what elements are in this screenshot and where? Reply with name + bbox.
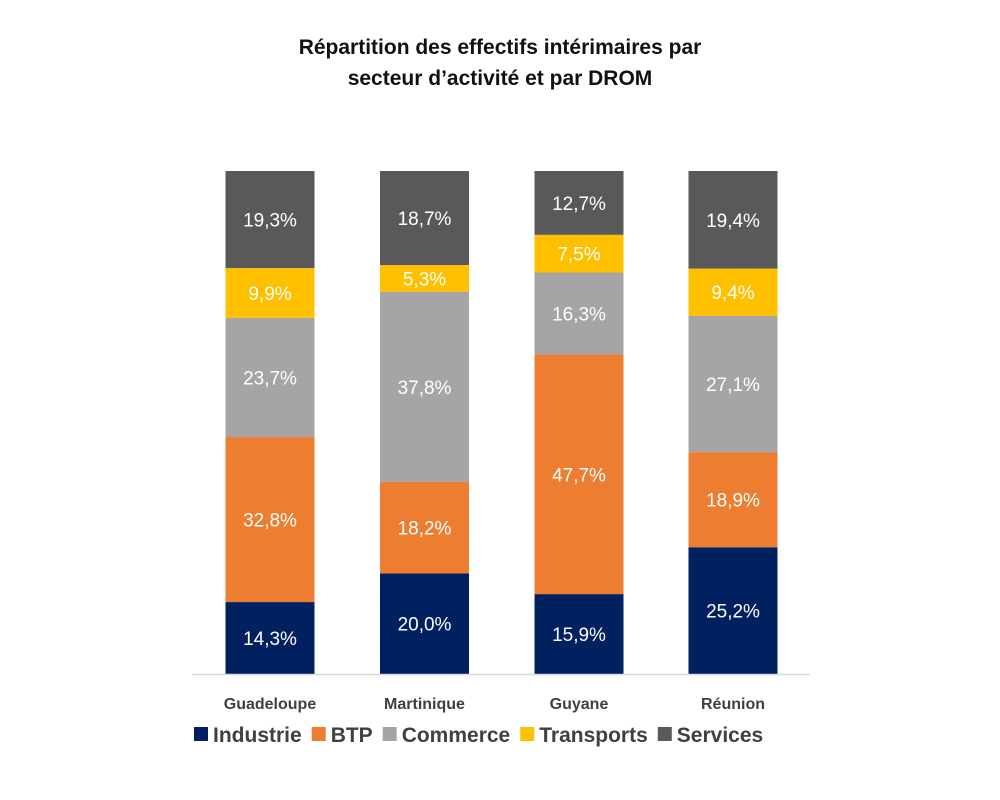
bar-segment-services [380,171,469,266]
legend-label-commerce: Commerce [402,724,511,747]
chart-title-line-2: secteur d’activité et par DROM [347,67,653,90]
data-label: 19,4% [706,211,760,232]
data-label: 18,9% [706,491,760,512]
bar-segment-btp [688,452,778,548]
bar-segment-btp [534,354,624,595]
data-label: 27,1% [706,375,760,396]
bar-segment-transports [380,265,469,292]
bar-segment-commerce [688,315,778,453]
legend-swatch-commerce [382,727,397,741]
legend-swatch-services [657,727,672,741]
legend-label-btp: BTP [331,724,373,747]
data-label: 16,3% [552,304,606,325]
data-label: 19,3% [243,211,297,232]
data-label: 47,7% [552,465,606,486]
bar-segment-services [534,171,624,235]
legend-label-transports: Transports [539,724,648,747]
legend-label-services: Services [677,724,763,747]
data-label: 32,8% [243,511,297,532]
data-label: 23,7% [243,368,297,389]
legend-swatch-transports [520,727,535,741]
bar-segment-services [688,171,778,269]
legend-label-industrie: Industrie [213,724,302,747]
data-label: 9,9% [248,284,291,305]
bar-segment-industrie [534,594,624,674]
bar-segment-services [225,171,315,269]
category-label: Guyane [550,696,609,713]
bar-segment-commerce [380,291,469,482]
bar-segment-btp [225,437,315,603]
bar-segment-industrie [225,602,315,674]
legend-swatch-industrie [194,727,208,741]
data-label: 37,8% [398,378,452,399]
category-label: Réunion [701,696,765,713]
data-label: 18,2% [398,519,452,540]
chart-title-line-1: Répartition des effectifs intérimaires p… [298,36,702,59]
bar-segment-industrie [380,573,469,674]
data-label: 18,7% [398,209,452,230]
bar-segment-industrie [688,547,778,674]
bar-segment-btp [380,481,469,574]
category-label: Guadeloupe [224,696,317,713]
bar-segment-commerce [534,272,624,355]
data-label: 5,3% [403,269,446,290]
data-label: 20,0% [398,615,452,636]
data-label: 15,9% [552,625,606,646]
bar-segment-commerce [225,317,315,438]
bar-segment-transports [688,268,778,316]
data-label: 9,4% [711,283,754,304]
category-label: Martinique [384,696,465,713]
data-label: 14,3% [243,629,297,650]
chart-title: Répartition des effectifs intérimaires p… [0,32,1000,94]
data-label: 12,7% [552,194,606,215]
bar-segment-transports [225,268,315,318]
data-label: 7,5% [557,245,600,266]
legend-swatch-btp [311,727,326,741]
data-label: 25,2% [706,602,760,623]
bar-segment-transports [534,234,624,273]
